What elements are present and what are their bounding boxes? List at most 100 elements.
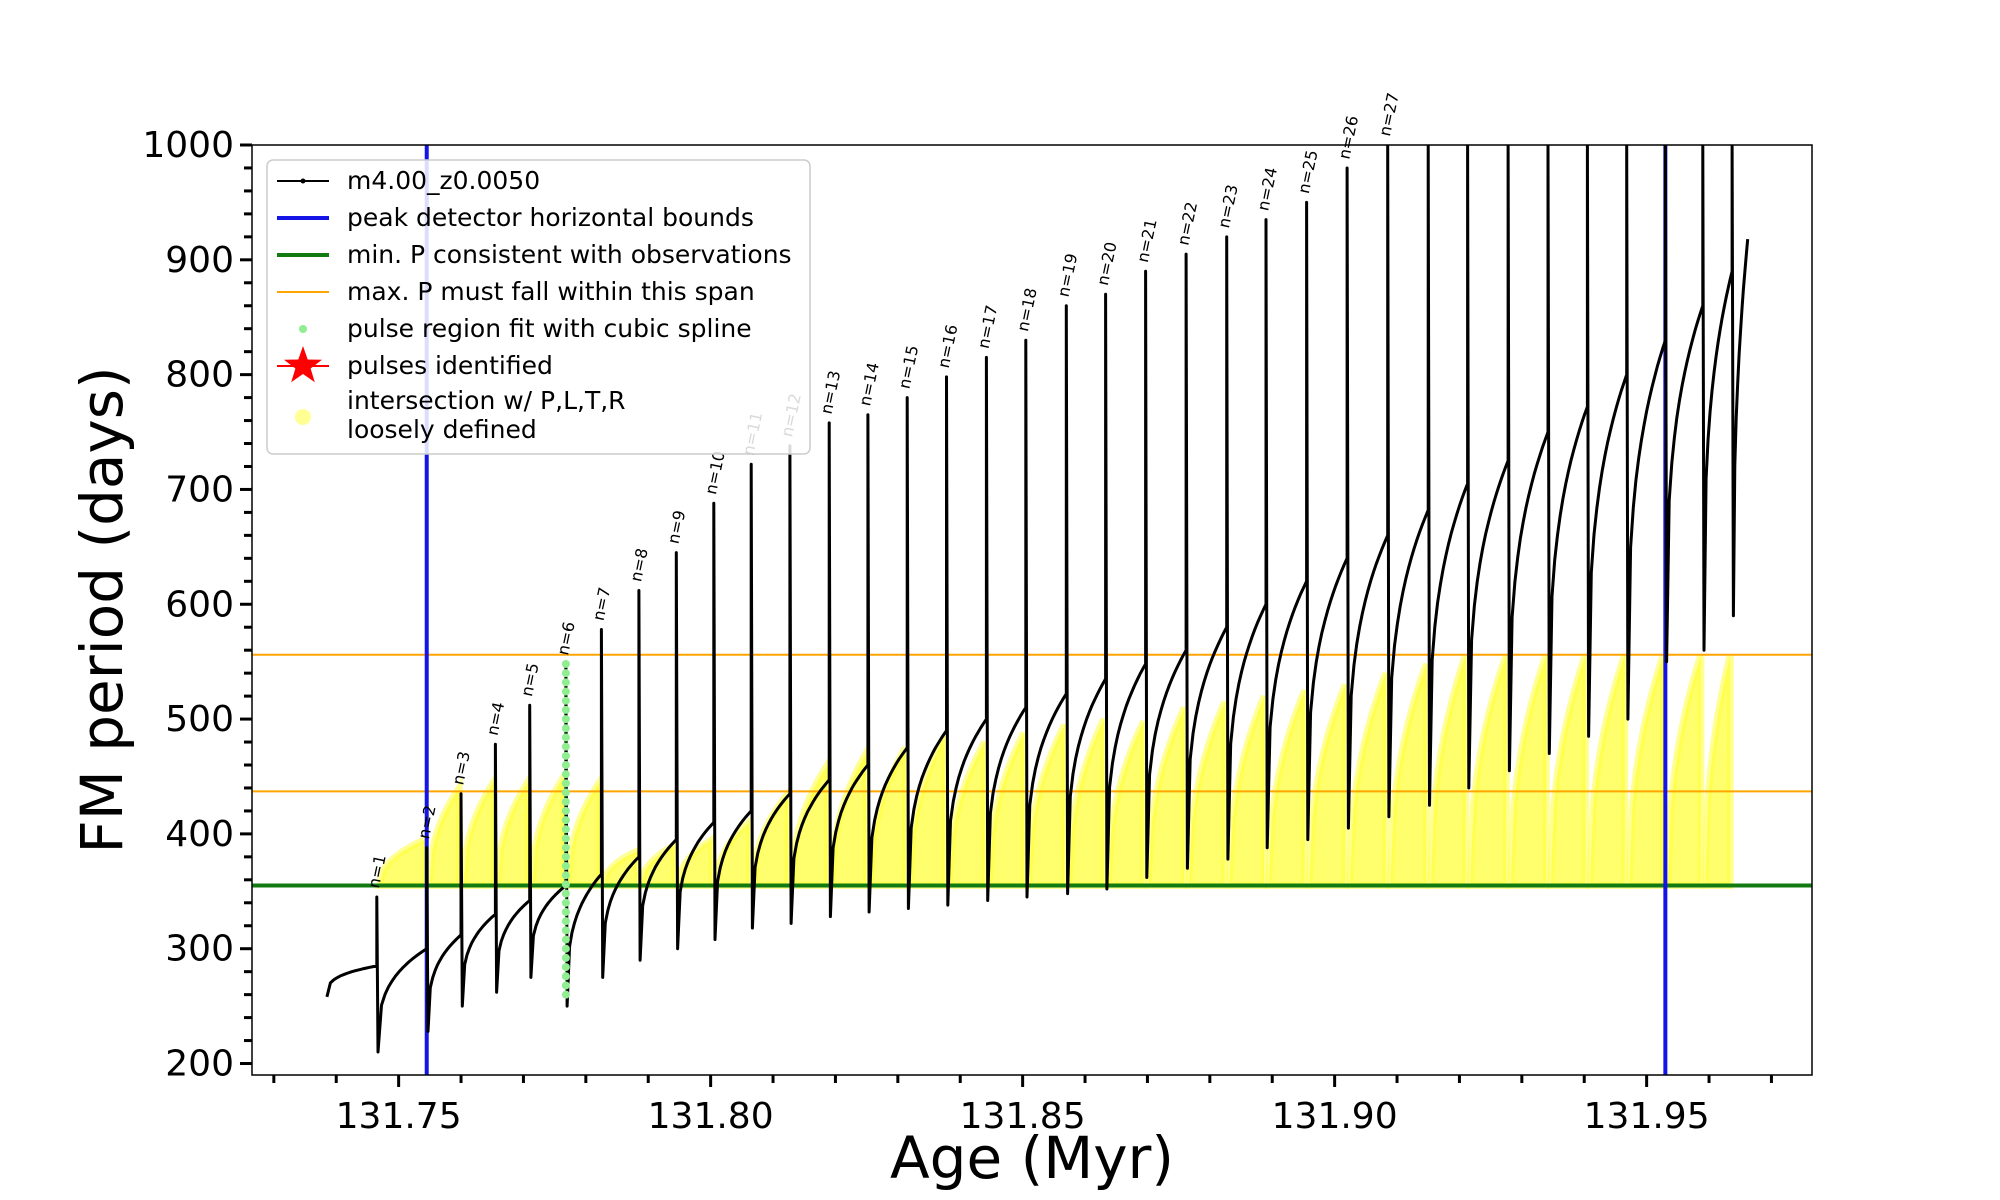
spline-point [561, 742, 570, 751]
pulse-label: n=25 [1294, 148, 1322, 195]
intersection-region [749, 783, 792, 890]
intersection-region [1104, 719, 1148, 890]
intersection-region [1065, 717, 1108, 890]
intersection-region [564, 770, 604, 890]
pulse-label: n=23 [1214, 183, 1242, 230]
intersection-region [788, 752, 831, 890]
intersection-region [905, 734, 949, 890]
legend-entry: min. P consistent with observations [347, 240, 792, 269]
spline-point [561, 963, 570, 972]
intersection-region [494, 770, 532, 890]
y-tick-label: 700 [165, 469, 234, 510]
pulse-label: n=15 [895, 344, 923, 391]
spline-point [561, 889, 570, 898]
intersection-region [1184, 700, 1229, 890]
spline-point [561, 926, 570, 935]
spline-point [561, 834, 570, 843]
spline-point [561, 825, 570, 834]
spline-point [561, 880, 570, 889]
pulse-label: n=17 [974, 303, 1002, 350]
spline-point [561, 724, 570, 733]
spline-point [561, 907, 570, 916]
pulse-label: n=7 [589, 585, 615, 622]
spline-point [561, 761, 570, 769]
pulse-label: n=8 [626, 546, 652, 583]
intersection-region [1546, 653, 1589, 890]
pulse-label: n=9 [664, 508, 690, 545]
pulse-label: n=4 [483, 700, 509, 737]
y-tick-label: 600 [165, 584, 234, 625]
intersection-region [985, 731, 1028, 890]
intersection-region [1506, 653, 1550, 890]
spline-point [561, 733, 570, 742]
pulse-label: n=22 [1173, 200, 1201, 247]
intersection-region [674, 833, 716, 890]
spline-point [561, 705, 570, 714]
y-tick-label: 900 [165, 240, 234, 281]
intersection-region [528, 764, 568, 890]
intersection-region [459, 770, 497, 890]
pulse-label: n=19 [1054, 252, 1082, 299]
intersection-region [1664, 653, 1705, 890]
intersection-region [1345, 671, 1390, 890]
pulse-label: n=21 [1133, 217, 1161, 264]
x-tick-label: 131.75 [336, 1096, 462, 1137]
intersection-region [1466, 653, 1510, 890]
pulse-label: n=6 [553, 620, 579, 657]
legend-handle [284, 346, 322, 383]
spline-point [561, 715, 570, 724]
spline-point [561, 898, 570, 907]
intersection-region [1305, 683, 1349, 890]
spline-point [561, 678, 570, 687]
spline-point [561, 843, 570, 852]
pulse-label: n=27 [1375, 91, 1403, 138]
legend-entry: pulse region fit with cubic spline [347, 314, 752, 343]
intersection-region [425, 776, 463, 890]
pulse-label: n=13 [817, 369, 845, 416]
spline-point [561, 687, 570, 696]
legend-entry: pulses identified [347, 351, 553, 380]
legend-handle [299, 325, 307, 333]
legend-entry: intersection w/ P,L,T,R [347, 386, 626, 415]
axes-frame [251, 144, 1813, 1076]
x-axis-title: Age (Myr) [890, 1124, 1174, 1192]
axis-ticks: 200 300 400 500 600 700 800 900 1000 131.75 131.80… [142, 125, 1773, 1137]
pulse-label: n=14 [855, 361, 883, 408]
spline-point [561, 981, 570, 990]
spline-point [561, 770, 570, 779]
intersection-region [1701, 653, 1734, 890]
plot-border [251, 144, 1813, 1076]
spline-point [561, 669, 570, 678]
pulse-label: n=20 [1093, 240, 1121, 287]
pulse-label: n=10 [701, 449, 729, 496]
intersection-region [1024, 723, 1068, 890]
legend-entry: peak detector horizontal bounds [347, 203, 754, 232]
intersection-region [712, 814, 753, 890]
period-track-line [325, 145, 1750, 1054]
y-tick-label: 300 [165, 929, 234, 970]
spline-point [561, 953, 570, 962]
x-tick-label: 131.85 [960, 1096, 1086, 1137]
intersection-region [866, 746, 909, 890]
spline-point [561, 696, 570, 705]
spline-point [561, 779, 570, 788]
legend-handle [295, 409, 311, 425]
spline-point [561, 990, 570, 999]
spline-point [561, 871, 570, 880]
spline-point [561, 944, 570, 953]
intersection-region [1144, 706, 1188, 890]
legend-box [266, 159, 811, 455]
spline-point [561, 788, 570, 797]
legend-entry: loosely defined [347, 415, 537, 444]
spline-point [561, 917, 570, 926]
pulse-label: n=18 [1013, 286, 1041, 333]
pulse-label: n=3 [448, 750, 474, 787]
intersection-region [599, 845, 641, 890]
intersection-region [945, 740, 989, 890]
legend-entry: m4.00_z0.0050 [347, 166, 540, 195]
pulse-label: n=5 [517, 661, 543, 698]
intersection-region [1625, 653, 1667, 890]
y-tick-label: 800 [165, 355, 234, 396]
legend-handle-marker [300, 178, 306, 184]
